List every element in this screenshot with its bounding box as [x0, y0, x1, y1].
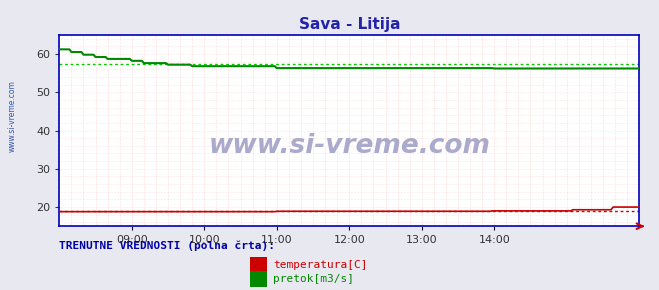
Title: Sava - Litija: Sava - Litija	[299, 17, 400, 32]
Text: www.si-vreme.com: www.si-vreme.com	[8, 80, 17, 152]
Text: www.si-vreme.com: www.si-vreme.com	[208, 133, 490, 159]
Text: TRENUTNE VREDNOSTI (polna črta):: TRENUTNE VREDNOSTI (polna črta):	[59, 241, 275, 251]
Text: pretok[m3/s]: pretok[m3/s]	[273, 274, 355, 284]
Text: temperatura[C]: temperatura[C]	[273, 260, 368, 270]
